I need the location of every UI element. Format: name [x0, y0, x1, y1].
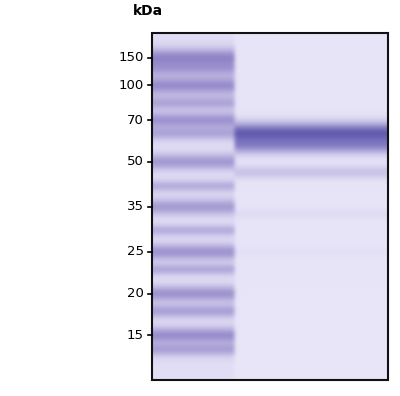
Bar	[152, 33, 388, 380]
Text: 150: 150	[119, 51, 144, 64]
Text: 25: 25	[127, 246, 144, 258]
Text: 15: 15	[127, 329, 144, 342]
Text: 50: 50	[127, 155, 144, 168]
Text: 20: 20	[127, 287, 144, 300]
Text: 35: 35	[127, 200, 144, 213]
Text: 100: 100	[119, 79, 144, 92]
Text: 70: 70	[127, 114, 144, 127]
Text: kDa: kDa	[133, 4, 163, 17]
